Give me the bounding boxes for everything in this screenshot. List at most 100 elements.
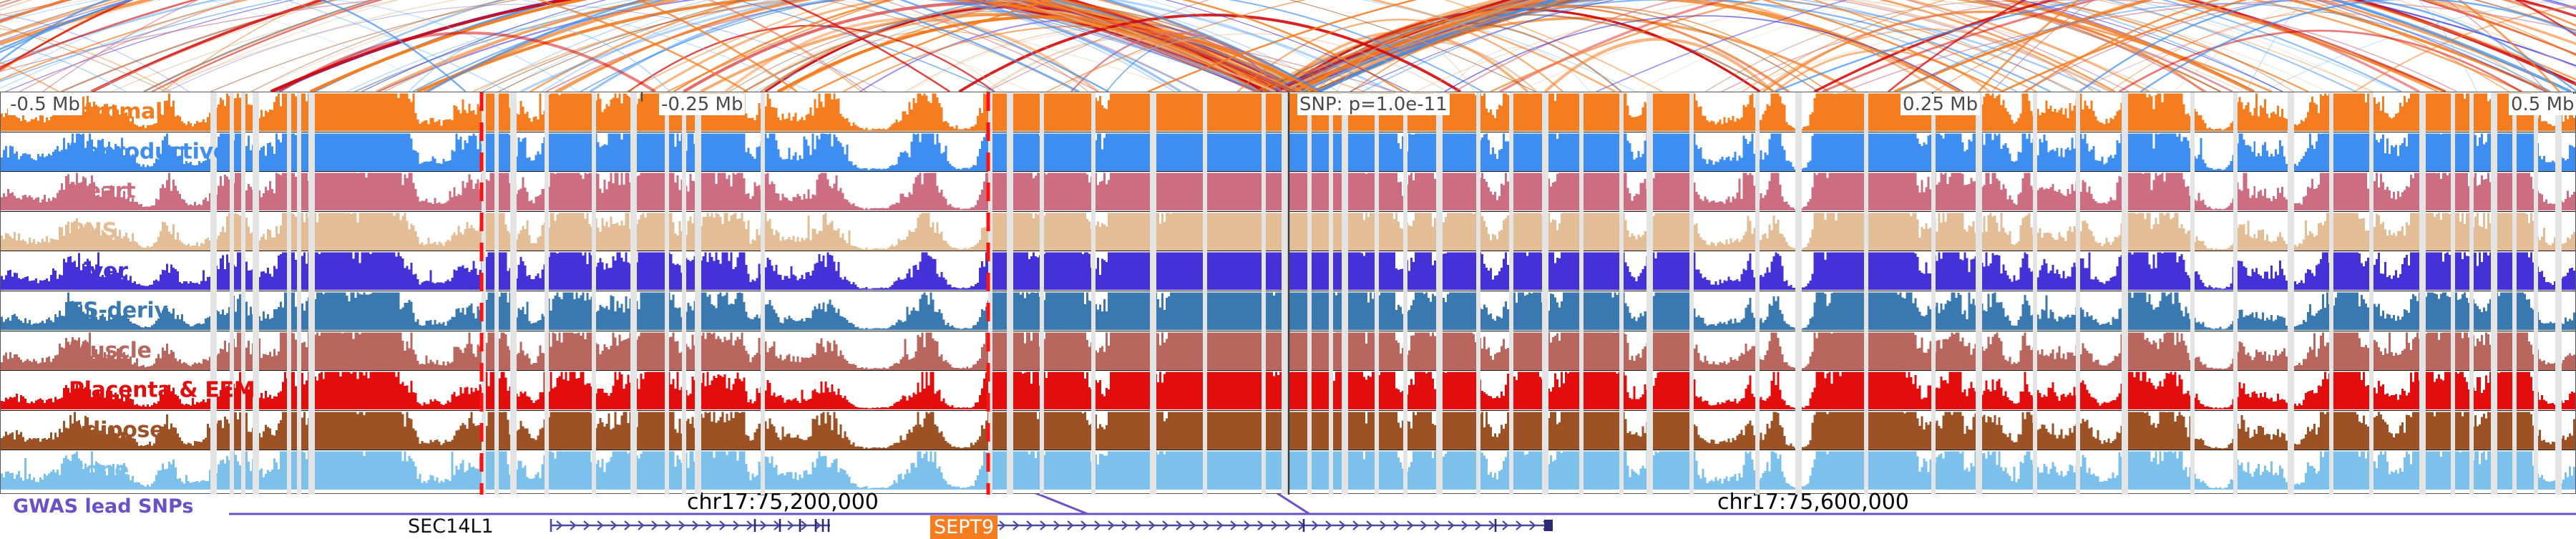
chromatin-loop-arc <box>1822 0 2099 92</box>
chromatin-loop-arc <box>626 0 1663 92</box>
chromatin-loop-arc <box>958 14 1461 92</box>
gene-strand-arrow <box>692 520 699 530</box>
genomic-coordinate-label: chr17:75,200,000 <box>687 490 879 515</box>
signal-track-liver[interactable]: Liver <box>1 251 2575 291</box>
ruler-tick-label: -0.5 Mb <box>8 94 82 115</box>
chromatin-loop-arc <box>519 0 1392 92</box>
gwas-snp-line <box>229 494 2576 515</box>
chromatin-loop-arc <box>1269 0 2402 92</box>
gene-strand-arrow <box>651 520 658 530</box>
chromatin-loop-arc <box>5 0 1258 92</box>
chromatin-loop-arc <box>1318 0 2072 92</box>
tracks-host: Stromal Reproductive Heart PNS Liver ES-deriv… <box>1 92 2575 490</box>
chromatin-loop-arc <box>1775 0 2090 92</box>
gene-model-svg <box>550 519 1553 532</box>
gene-strand-arrow <box>1026 520 1033 530</box>
gene-strand-arrow <box>1502 520 1509 530</box>
signal-track-heart[interactable]: Heart <box>1 172 2575 212</box>
gene-strand-arrow <box>1420 520 1428 530</box>
chromatin-loop-arc <box>2245 0 2478 92</box>
track-signal-profile <box>1 213 2575 251</box>
gene-strand-arrow <box>1080 520 1088 530</box>
track-signal-profile <box>1 132 2575 171</box>
gene-strand-arrow <box>610 520 618 530</box>
gene-strand-arrow <box>1108 520 1115 530</box>
gene-strand-arrow <box>760 520 767 530</box>
chromatin-loop-arc <box>2173 0 2296 92</box>
chromatin-loop-arc <box>1236 19 1563 92</box>
chromatin-loop-arc <box>0 0 1396 92</box>
ruler-tick-label: 0.25 Mb <box>1901 94 1981 115</box>
gene-strand-arrow <box>624 520 631 530</box>
chromatin-loop-arc <box>477 0 1340 92</box>
chromatin-loop-arc <box>1544 37 1775 92</box>
gene-label-sept9[interactable]: SEPT9 <box>930 515 998 539</box>
gene-strand-arrow <box>638 520 645 530</box>
chromatin-loop-arc <box>0 0 1277 92</box>
chromatin-loop-arc <box>1774 49 1991 92</box>
chromatin-loop-arc <box>498 0 1536 92</box>
signal-track-pns[interactable]: PNS <box>1 212 2575 252</box>
gene-label-sec14l1[interactable]: SEC14L1 <box>408 515 494 538</box>
track-baseline <box>1 249 2575 251</box>
annotation-panel: GWAS lead SNPs chr17:75,200,000 chr17:75,… <box>0 490 2576 539</box>
chromatin-loop-arc <box>1490 0 2523 92</box>
gene-strand-arrow <box>787 520 794 530</box>
signal-track-muscle[interactable]: Muscle <box>1 331 2575 372</box>
chromatin-loop-arc <box>1636 0 2368 92</box>
gwas-snp-connector <box>1034 494 1088 515</box>
signal-track-reproductive[interactable]: Reproductive <box>1 132 2575 173</box>
chromatin-loop-arc <box>2023 0 2576 92</box>
gene-strand-arrow <box>1366 520 1373 530</box>
gene-strand-arrow <box>1230 520 1237 530</box>
chromatin-loop-arc <box>283 0 509 92</box>
signal-track-stromal[interactable]: Stromal <box>1 92 2575 132</box>
gene-strand-arrow <box>999 520 1006 530</box>
chromatin-loop-arc <box>1888 0 2576 92</box>
chromatin-loop-arc <box>42 0 867 92</box>
chromatin-loop-arc <box>1070 32 1282 92</box>
chromatin-loop-arc <box>1350 5 1829 92</box>
signal-track-es-deriv[interactable]: ES-deriv <box>1 291 2575 331</box>
chromatin-loop-arc <box>0 0 748 92</box>
gene-strand-arrow <box>1162 520 1169 530</box>
track-signal-profile <box>1 331 2575 370</box>
gene-strand-arrow <box>719 520 726 530</box>
gene-strand-arrow <box>814 520 821 530</box>
chromatin-loop-arc <box>275 0 1296 92</box>
gene-strand-arrow <box>1312 520 1319 530</box>
track-signal-profile <box>1 252 2575 291</box>
chromatin-loop-arc <box>0 14 190 92</box>
gene-strand-arrow <box>556 520 563 530</box>
gene-strand-arrow <box>1529 520 1536 530</box>
gene-strand-arrow <box>1135 520 1142 530</box>
chromatin-loop-arc <box>1518 0 2328 92</box>
track-signal-profile <box>1 93 2575 131</box>
chromatin-loop-arc <box>361 0 1410 92</box>
chromatin-loop-arc <box>162 0 862 92</box>
chromatin-loop-arc <box>734 0 995 92</box>
signal-track-adipose[interactable]: Adipose <box>1 411 2575 451</box>
chromatin-loop-arc <box>1762 11 2205 92</box>
chromatin-loop-arc <box>278 31 656 92</box>
gene-strand-arrow <box>597 520 604 530</box>
gene-strand-arrow <box>1352 520 1360 530</box>
chromatin-loop-arc <box>1046 0 1961 92</box>
chromatin-loop-arc <box>1335 38 1475 92</box>
chromatin-loop-arc <box>499 0 1375 92</box>
chromatin-loop-arc <box>19 0 1201 92</box>
track-baseline <box>1 289 2575 291</box>
signal-track-placenta-eem[interactable]: Placenta & EEM <box>1 371 2575 411</box>
signal-histogram <box>1 252 2575 290</box>
chromatin-loop-arc <box>143 0 1287 92</box>
gene-terminal-exon <box>1544 520 1553 531</box>
chromatin-loop-arc-panel <box>0 0 2576 92</box>
chromatin-loop-arc <box>1730 0 2576 92</box>
gene-strand-arrow <box>1475 520 1482 530</box>
chromatin-loop-arc <box>2024 0 2576 92</box>
gene-strand-arrow <box>1013 520 1020 530</box>
chromatin-loop-arc <box>1933 0 2576 92</box>
chromatin-loop-arc <box>0 0 1030 92</box>
signal-histogram <box>1 173 2575 210</box>
signal-track-bone[interactable]: Bone <box>1 450 2575 490</box>
